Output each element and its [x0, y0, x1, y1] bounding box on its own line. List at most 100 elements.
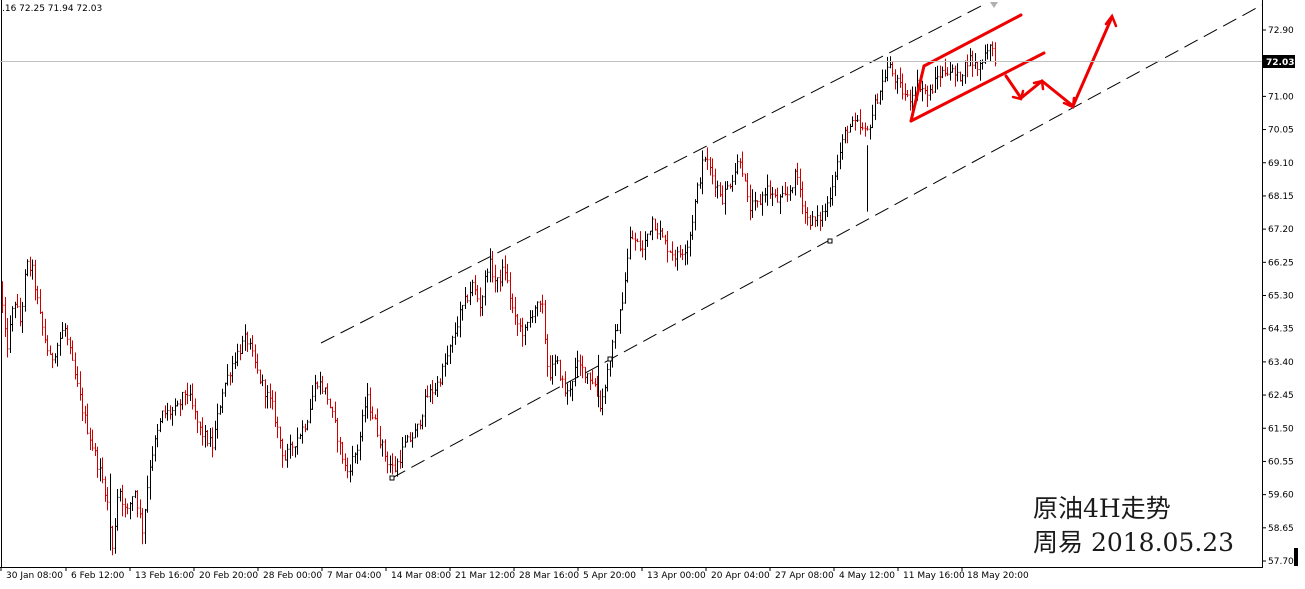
time-tick-label: 28 Mar 16:00	[519, 571, 579, 581]
channel-anchor-point[interactable]	[607, 356, 613, 362]
ohlc-bar	[496, 277, 499, 293]
ohlc-bar	[624, 272, 627, 304]
ohlc-bar	[516, 313, 519, 336]
price-tick-label: 66.25	[1268, 258, 1294, 268]
ohlc-bar	[181, 391, 184, 410]
watermark-title: 原油4H走势	[1033, 494, 1171, 523]
ohlc-bar	[169, 405, 172, 420]
ohlc-bar	[769, 180, 772, 199]
ohlc-bar	[334, 401, 337, 423]
ohlc-bar	[879, 90, 882, 105]
ohlc-bar	[536, 301, 539, 317]
ohlc-bar	[189, 384, 192, 402]
ohlc-bar	[656, 222, 659, 240]
ohlc-bar	[949, 61, 952, 81]
ohlc-bar	[261, 374, 264, 387]
ohlc-bar	[746, 172, 749, 202]
ohlc-bar	[149, 460, 152, 500]
ohlc-bar	[276, 416, 279, 439]
ohlc-bar	[694, 199, 697, 231]
ohlc-bar	[626, 248, 629, 283]
ohlc-bar	[421, 414, 424, 430]
ohlc-bar	[581, 355, 584, 379]
ohlc-bar	[236, 343, 239, 367]
ohlc-bar	[131, 496, 134, 512]
ohlc-bar	[394, 456, 397, 473]
ohlc-bar	[844, 127, 847, 144]
ohlc-bar	[826, 196, 829, 218]
ohlc-bar	[221, 388, 224, 413]
ohlc-bar	[501, 259, 504, 287]
ohlc-bar	[401, 436, 404, 469]
price-tick-label: 68.15	[1268, 192, 1294, 202]
ohlc-bar	[719, 182, 722, 197]
ohlc-bar	[41, 311, 44, 336]
ohlc-bar	[244, 324, 247, 351]
ohlc-bar	[556, 356, 559, 365]
ohlc-bar	[736, 154, 739, 175]
ohlc-bar	[739, 158, 742, 169]
ohlc-bar	[434, 382, 437, 396]
time-tick-label: 18 May 20:00	[967, 571, 1029, 581]
ohlc-bar	[884, 69, 887, 83]
forecast-annotation	[909, 13, 1118, 123]
ohlc-bar	[531, 310, 534, 323]
ohlc-bar	[311, 385, 314, 410]
channel-anchor-point[interactable]	[389, 475, 395, 481]
ohlc-bar	[346, 457, 349, 479]
scale-fix-marker-icon[interactable]	[1294, 548, 1298, 566]
ohlc-bar	[619, 309, 622, 334]
ohlc-bar	[646, 233, 649, 247]
ohlc-bar	[716, 180, 719, 199]
time-tick-label: 20 Apr 04:00	[711, 571, 770, 581]
ohlc-bar	[674, 249, 677, 267]
ohlc-bar	[134, 490, 137, 499]
channel-anchor-point[interactable]	[827, 238, 833, 244]
ohlc-bar	[679, 245, 682, 258]
ohlc-bar	[11, 306, 14, 332]
ohlc-bar	[441, 363, 444, 386]
ohlc-bar	[921, 80, 924, 102]
ohlc-bar	[44, 318, 47, 344]
ohlc-bar	[284, 450, 287, 461]
ohlc-bar	[86, 403, 89, 435]
ohlc-bar	[234, 352, 237, 369]
ohlc-bar	[909, 89, 912, 111]
ohlc-bar	[621, 292, 624, 311]
ohlc-bar	[936, 65, 939, 90]
time-tick-label: 5 Apr 20:00	[583, 571, 636, 581]
ohlc-bar	[751, 189, 754, 218]
ohlc-bar	[669, 250, 672, 253]
ohlc-bar	[724, 181, 727, 215]
ohlc-bar	[554, 354, 557, 376]
ohlc-bar	[639, 231, 642, 252]
ohlc-bar	[344, 453, 347, 472]
ohlc-bar	[436, 376, 439, 397]
ohlc-bar	[289, 434, 292, 459]
price-tick-label: 72.90	[1268, 26, 1294, 36]
scroll-marker-icon[interactable]	[990, 2, 998, 8]
ohlc-bar	[604, 384, 607, 405]
ohlc-bar	[156, 423, 159, 448]
ohlc-bar	[209, 428, 212, 447]
ohlc-bar	[456, 316, 459, 337]
ohlc-bar	[101, 457, 104, 484]
ohlc-bar	[794, 168, 797, 196]
ohlc-bar	[124, 498, 127, 518]
ohlc-bar	[586, 373, 589, 384]
ohlc-bar	[144, 508, 147, 544]
ohlc-bar	[161, 410, 164, 424]
price-tick-label: 59.60	[1268, 491, 1294, 501]
ohlc-bar	[631, 230, 634, 240]
flag-lower-line	[909, 51, 1046, 123]
ohlc-bar	[104, 476, 107, 502]
ohlc-bar	[986, 43, 989, 60]
ohlc-bar	[576, 350, 579, 379]
ohlc-bar	[224, 382, 227, 397]
ohlc-bar	[446, 345, 449, 366]
price-tick-label: 63.40	[1268, 358, 1294, 368]
ohlc-bar	[396, 458, 399, 477]
flag-upper-line	[922, 13, 1023, 68]
ohlc-bar	[864, 122, 867, 137]
